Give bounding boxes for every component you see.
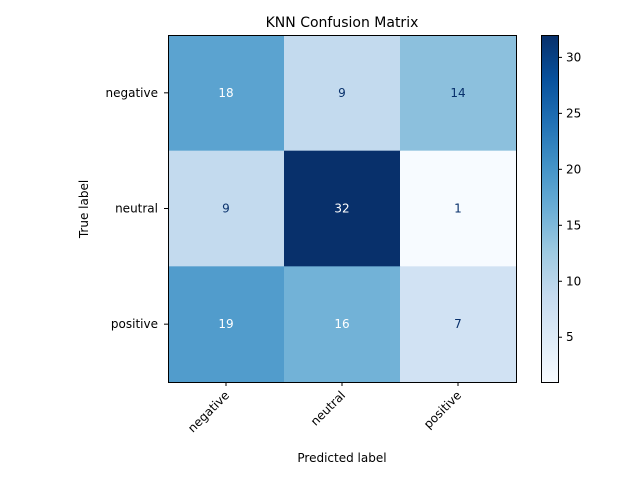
y-tick-label: negative [106,86,158,100]
cell-value-label: 32 [334,202,349,216]
y-axis-label: True label [77,180,91,239]
x-axis: negative neutral positive [185,382,464,435]
cell-value-label: 7 [454,317,462,331]
cell-value-label: 18 [218,86,233,100]
colorbar-tick-label: 25 [566,106,581,120]
cell-value-label: 16 [334,317,349,331]
cell-value-label: 9 [222,202,230,216]
colorbar-tick-label: 10 [566,274,581,288]
x-tick-label: neutral [308,388,348,428]
heatmap-cell [400,150,517,267]
colorbar-tick-label: 5 [566,330,574,344]
colorbar [541,35,559,383]
colorbar-ticks: 5 10 15 20 25 30 [558,50,581,344]
colorbar-tick-label: 20 [566,162,581,176]
heatmap-cell [168,266,285,383]
cell-value-label: 19 [218,317,233,331]
x-tick-label: negative [185,388,232,435]
colorbar-tick-label: 30 [566,50,581,64]
chart-title: KNN Confusion Matrix [266,15,419,31]
heatmap-cell [400,266,517,383]
colorbar-tick-label: 15 [566,218,581,232]
heatmap-cell [400,35,517,152]
heatmap-cell [284,35,401,152]
y-tick-label: positive [111,317,158,331]
x-axis-label: Predicted label [297,451,386,465]
cell-value-label: 1 [454,202,462,216]
cell-value-label: 9 [338,86,346,100]
y-axis: negative neutral positive [106,86,168,331]
heatmap-cells [168,35,517,383]
x-tick-label: positive [421,388,464,431]
heatmap-cell [284,266,401,383]
heatmap-cell [168,150,285,267]
cell-value-label: 14 [450,86,465,100]
heatmap-cell [284,150,401,267]
heatmap-cell-labels: 18 9 14 9 32 1 19 16 7 [218,86,465,331]
y-tick-label: neutral [115,202,158,216]
heatmap-cell [168,35,285,152]
